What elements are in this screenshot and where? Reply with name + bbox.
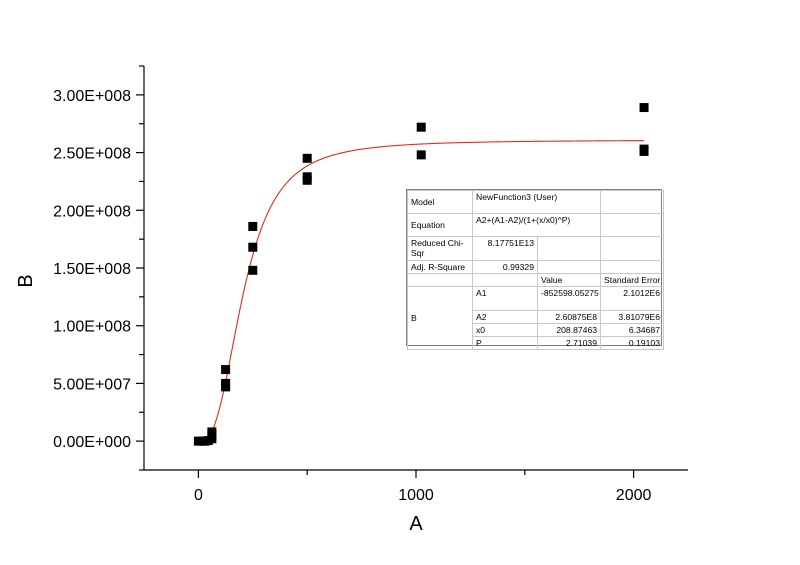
y-axis-title: B: [15, 274, 37, 287]
x-tick-label: 2000: [616, 487, 652, 504]
reduced-chisqr-label: Reduced Chi-Sqr: [407, 236, 473, 261]
reduced-chisqr-value: 8.17751E13: [472, 236, 538, 261]
data-point: [416, 150, 426, 160]
data-point: [248, 265, 258, 275]
param-name: A2: [472, 310, 538, 324]
data-point: [302, 153, 312, 163]
param-name: A1: [472, 286, 538, 311]
data-points: [193, 103, 649, 446]
model-value: NewFunction3 (User): [472, 190, 601, 214]
y-tick-label: 2.00E+008: [53, 203, 131, 220]
param-error: 0.19103: [600, 336, 664, 350]
data-point: [639, 103, 649, 113]
param-value: 208.87463: [537, 323, 601, 337]
x-tick-label: 1000: [398, 487, 434, 504]
data-point: [248, 221, 258, 231]
adj-rsquare-label: Adj. R-Square: [407, 260, 473, 274]
data-point: [207, 427, 217, 437]
y-tick-label: 5.00E+007: [53, 376, 131, 393]
param-name: x0: [472, 323, 538, 337]
fit-results-table: Model NewFunction3 (User) Equation A2+(A…: [406, 189, 664, 350]
param-value: -852598.05275: [537, 286, 601, 311]
data-point: [416, 122, 426, 132]
param-name: P: [472, 336, 538, 350]
parameter-group-label: B: [407, 286, 473, 350]
value-column-header: Value: [537, 273, 601, 287]
equation-label: Equation: [407, 213, 473, 237]
y-tick-label: 1.50E+008: [53, 261, 131, 278]
param-error: 3.81079E6: [600, 310, 664, 324]
param-error: 2.1012E6: [600, 286, 664, 311]
param-error: 6.34687: [600, 323, 664, 337]
y-tick-label: 1.00E+008: [53, 319, 131, 336]
y-tick-label: 0.00E+000: [53, 434, 131, 451]
error-column-header: Standard Error: [600, 273, 664, 287]
model-label: Model: [407, 190, 473, 214]
adj-rsquare-value: 0.99329: [472, 260, 538, 274]
data-point: [639, 144, 649, 154]
data-point: [221, 365, 231, 375]
equation-value: A2+(A1-A2)/(1+(x/x0)^P): [472, 213, 601, 237]
data-point: [221, 378, 231, 388]
data-point: [302, 172, 312, 182]
y-tick-label: 2.50E+008: [53, 146, 131, 163]
param-value: 2.71039: [537, 336, 601, 350]
axes: 0 1000 2000 0.00E+000 5.00E+007 1.00E+008 1.50…: [53, 65, 688, 504]
data-point: [248, 242, 258, 252]
param-value: 2.60875E8: [537, 310, 601, 324]
y-tick-label: 3.00E+008: [53, 88, 131, 105]
fit-curve: [198, 140, 645, 443]
x-axis-title: A: [409, 513, 423, 535]
x-tick-label: 0: [194, 487, 203, 504]
